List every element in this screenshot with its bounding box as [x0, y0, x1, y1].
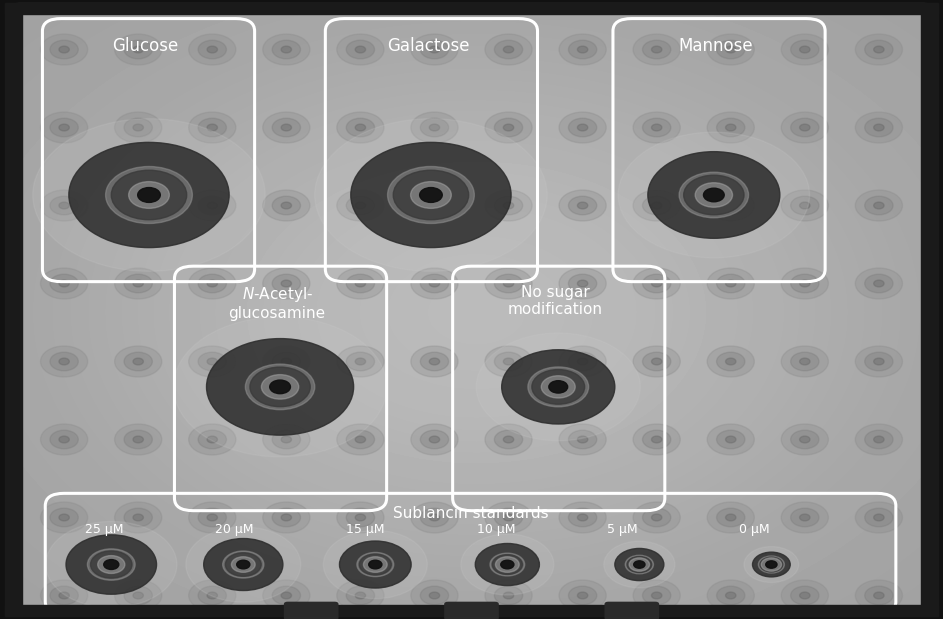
- Circle shape: [429, 280, 439, 287]
- Circle shape: [50, 118, 78, 137]
- Circle shape: [174, 317, 387, 457]
- Circle shape: [725, 592, 736, 599]
- Circle shape: [559, 346, 606, 377]
- Circle shape: [717, 430, 745, 449]
- Circle shape: [652, 202, 662, 209]
- Text: $\it{N}$-Acetyl-
glucosamine: $\it{N}$-Acetyl- glucosamine: [228, 285, 325, 321]
- Circle shape: [58, 124, 70, 131]
- Circle shape: [865, 430, 893, 449]
- Circle shape: [189, 268, 236, 299]
- Circle shape: [874, 592, 885, 599]
- Circle shape: [421, 118, 449, 137]
- Circle shape: [281, 358, 291, 365]
- Circle shape: [115, 346, 162, 377]
- Circle shape: [577, 436, 587, 443]
- Circle shape: [337, 580, 384, 611]
- Circle shape: [725, 202, 736, 209]
- Circle shape: [559, 424, 606, 455]
- Circle shape: [781, 502, 828, 533]
- Circle shape: [115, 424, 162, 455]
- Circle shape: [58, 358, 70, 365]
- Circle shape: [281, 514, 291, 521]
- Circle shape: [633, 112, 680, 143]
- Circle shape: [504, 436, 514, 443]
- Circle shape: [725, 280, 736, 287]
- Circle shape: [855, 424, 902, 455]
- Circle shape: [273, 40, 301, 59]
- Circle shape: [138, 188, 160, 202]
- Circle shape: [207, 358, 218, 365]
- Circle shape: [115, 580, 162, 611]
- Circle shape: [504, 358, 514, 365]
- Circle shape: [707, 268, 754, 299]
- Circle shape: [198, 352, 226, 371]
- Circle shape: [865, 352, 893, 371]
- Circle shape: [559, 502, 606, 533]
- Circle shape: [263, 346, 310, 377]
- Circle shape: [504, 202, 514, 209]
- Circle shape: [41, 190, 88, 221]
- Text: 0 μM: 0 μM: [739, 523, 769, 536]
- Circle shape: [356, 280, 366, 287]
- Circle shape: [633, 190, 680, 221]
- Circle shape: [281, 280, 291, 287]
- Circle shape: [69, 142, 229, 248]
- Circle shape: [642, 352, 670, 371]
- Circle shape: [855, 112, 902, 143]
- Circle shape: [189, 190, 236, 221]
- Circle shape: [549, 381, 568, 393]
- Circle shape: [106, 167, 192, 223]
- Circle shape: [485, 190, 532, 221]
- Circle shape: [627, 556, 652, 573]
- Circle shape: [124, 196, 153, 215]
- Circle shape: [356, 124, 366, 131]
- Text: Sublancin standards: Sublancin standards: [392, 506, 549, 521]
- Circle shape: [189, 424, 236, 455]
- Circle shape: [124, 352, 153, 371]
- Circle shape: [189, 502, 236, 533]
- Circle shape: [207, 514, 218, 521]
- Circle shape: [133, 124, 143, 131]
- Text: Mannose: Mannose: [678, 37, 753, 55]
- Circle shape: [411, 190, 458, 221]
- Circle shape: [652, 46, 662, 53]
- Circle shape: [261, 374, 299, 399]
- Circle shape: [717, 508, 745, 527]
- Circle shape: [569, 40, 597, 59]
- Circle shape: [237, 560, 250, 569]
- Circle shape: [707, 34, 754, 65]
- Circle shape: [502, 350, 615, 424]
- Circle shape: [874, 46, 885, 53]
- Circle shape: [642, 586, 670, 605]
- Circle shape: [50, 430, 78, 449]
- Circle shape: [50, 40, 78, 59]
- Circle shape: [111, 170, 187, 220]
- Circle shape: [642, 274, 670, 293]
- Circle shape: [790, 508, 819, 527]
- Circle shape: [189, 34, 236, 65]
- Circle shape: [50, 274, 78, 293]
- Circle shape: [492, 555, 522, 574]
- Circle shape: [124, 586, 153, 605]
- Circle shape: [186, 527, 301, 602]
- Circle shape: [45, 521, 177, 608]
- Circle shape: [679, 172, 749, 218]
- Circle shape: [207, 202, 218, 209]
- Circle shape: [577, 46, 587, 53]
- Circle shape: [33, 119, 265, 271]
- Circle shape: [855, 502, 902, 533]
- Circle shape: [50, 586, 78, 605]
- Circle shape: [559, 268, 606, 299]
- Text: Glucose: Glucose: [112, 37, 178, 55]
- FancyBboxPatch shape: [604, 602, 659, 619]
- Circle shape: [494, 586, 522, 605]
- Circle shape: [461, 534, 554, 595]
- Circle shape: [485, 424, 532, 455]
- Circle shape: [411, 34, 458, 65]
- Circle shape: [115, 190, 162, 221]
- Circle shape: [273, 352, 301, 371]
- Circle shape: [198, 118, 226, 137]
- Circle shape: [874, 514, 885, 521]
- Circle shape: [58, 514, 70, 521]
